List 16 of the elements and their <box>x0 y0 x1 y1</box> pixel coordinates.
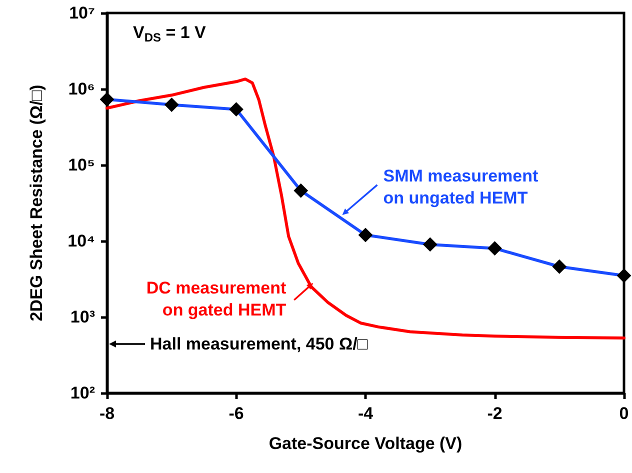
y-tick-label: 10⁴ <box>68 232 95 250</box>
x-tick-label: -8 <box>99 404 115 423</box>
annotation: Hall measurement, 450 Ω/□ <box>150 334 368 354</box>
y-tick-label: 10³ <box>70 308 96 326</box>
x-tick-label: -2 <box>487 404 502 423</box>
y-tick-label: 10² <box>70 384 96 402</box>
y-tick-label: 10⁵ <box>68 156 95 174</box>
annotation: DC measurement on gated HEMT <box>146 278 287 320</box>
y-tick-label: 10⁷ <box>69 4 95 22</box>
x-tick-label: -6 <box>228 404 244 423</box>
x-axis-title: Gate-Source Voltage (V) <box>268 434 462 453</box>
x-tick-label: -4 <box>358 404 374 423</box>
annotation: SMM measurement on ungated HEMT <box>383 166 539 208</box>
y-axis-title: 2DEG Sheet Resistance (Ω/□) <box>27 84 46 322</box>
y-tick-label: 10⁶ <box>68 80 95 98</box>
x-tick-label: 0 <box>619 404 629 423</box>
